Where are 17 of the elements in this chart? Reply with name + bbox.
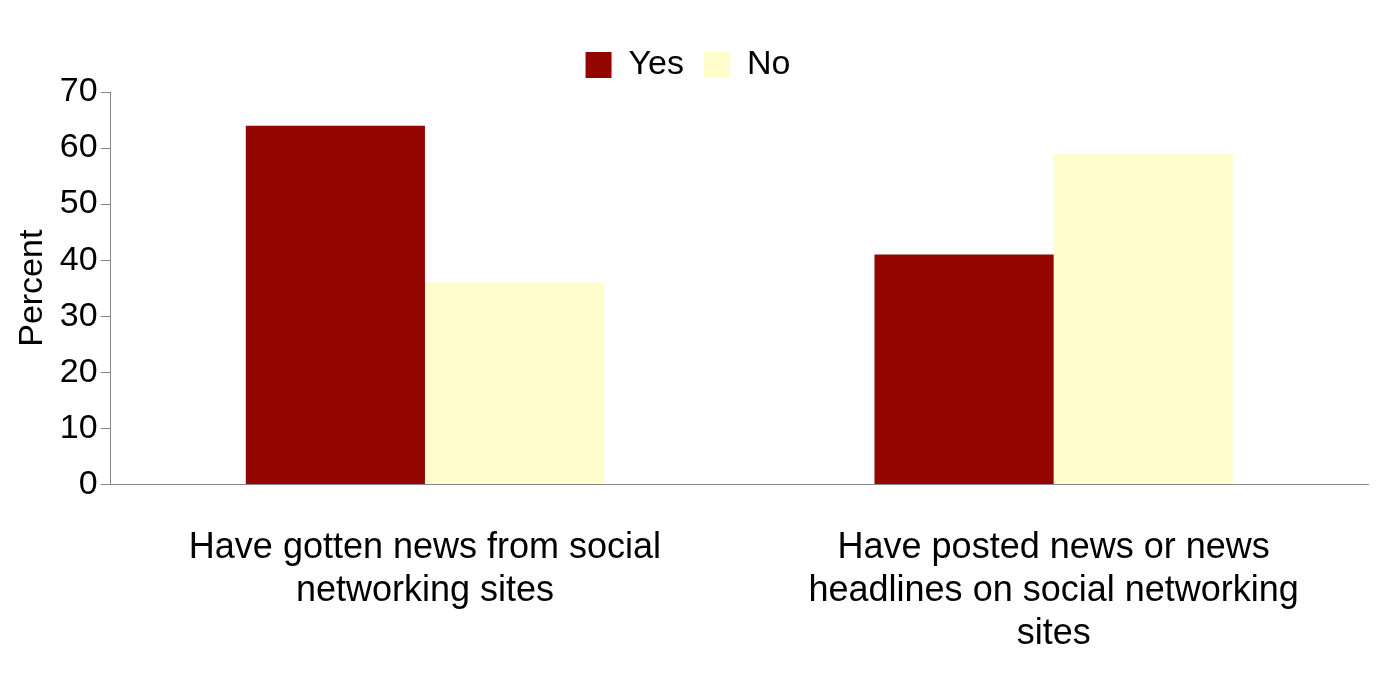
legend-label: Yes bbox=[628, 43, 684, 82]
y-axis-title: Percent bbox=[10, 229, 49, 347]
y-tick-label: 50 bbox=[59, 182, 98, 221]
y-tick-label: 70 bbox=[59, 70, 98, 109]
y-tick-label: 40 bbox=[59, 238, 98, 277]
y-tick-label: 60 bbox=[59, 126, 98, 165]
y-tick-label: 20 bbox=[59, 350, 98, 389]
legend-label: No bbox=[747, 43, 791, 82]
y-tick-label: 30 bbox=[59, 294, 98, 333]
y-tick-label: 0 bbox=[78, 462, 98, 501]
y-tick-label: 10 bbox=[59, 406, 98, 445]
bar bbox=[245, 125, 425, 484]
x-tick-label: Have gotten news from social networking sites bbox=[188, 524, 662, 610]
bar bbox=[874, 254, 1054, 484]
x-tick-label: Have posted news or news headlines on social networking sites bbox=[808, 524, 1299, 653]
bar bbox=[1053, 153, 1233, 484]
bar bbox=[424, 282, 605, 484]
